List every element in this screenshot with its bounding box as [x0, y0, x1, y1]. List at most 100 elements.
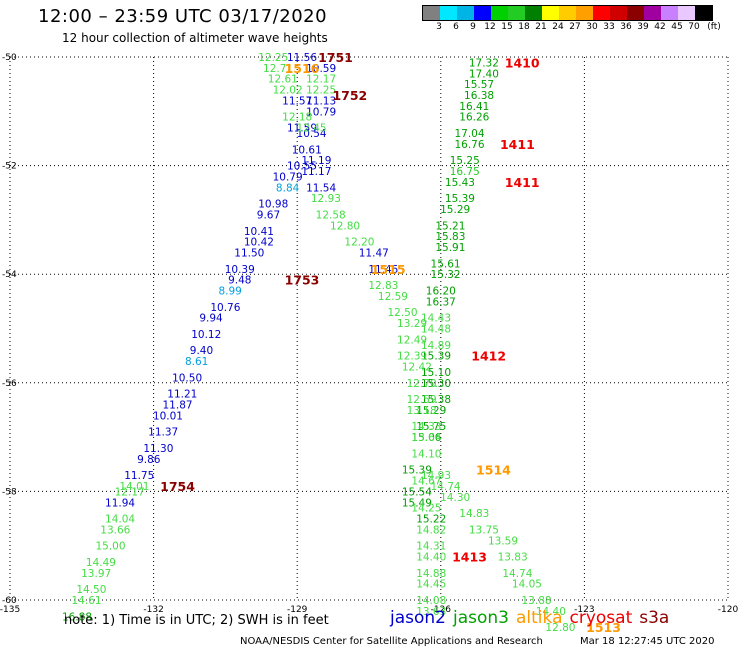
legend-tick-label: 9 — [470, 22, 476, 32]
altika-value: 13.29 — [397, 318, 427, 330]
jason2-value: 11.47 — [359, 247, 389, 259]
footnote: note: 1) Time is in UTC; 2) SWH is in fe… — [64, 613, 329, 628]
altika-value: 12.83 — [368, 280, 398, 292]
legend-tick-label: 24 — [552, 22, 564, 32]
jason3-value: 13.88 — [522, 595, 552, 607]
legend-swatch — [423, 6, 440, 20]
satellite-legend: jason2 jason3 altika cryosat s3a — [390, 608, 676, 628]
legend-tick-label: 12 — [484, 22, 496, 32]
jason3-value: 15.43 — [445, 177, 475, 189]
legend-swatch — [627, 6, 644, 20]
jason2-value: 10.61 — [292, 144, 322, 156]
legend-swatch — [525, 6, 542, 20]
jason2-value: 11.37 — [148, 427, 178, 439]
altika-value: 12.80 — [330, 220, 360, 232]
legend-swatch — [644, 6, 661, 20]
altika-value: 12.17 — [306, 74, 336, 86]
jason3-value: 15.29 — [440, 204, 470, 216]
legend-tick-label: 21 — [535, 22, 547, 32]
lat-label: -58 — [2, 487, 17, 497]
jason3-value: 14.74 — [502, 568, 532, 580]
altika-value: 12.20 — [344, 237, 374, 249]
map-axes: -50 -52 -54 -56 -58 -60-135 -132 -129 -126 -123 -1… — [0, 53, 738, 615]
legend-swatch — [508, 6, 525, 20]
jason3-value: 16.37 — [426, 296, 456, 308]
jason3-value: 15.32 — [431, 269, 461, 281]
jason2-value: 11.75 — [124, 470, 154, 482]
jason3-value: 15.21 — [435, 220, 465, 232]
satellite-jason2: jason2 — [390, 608, 446, 628]
jason2-value: 8.61 — [185, 356, 208, 368]
legend-tick-label: 39 — [637, 22, 649, 32]
jason2-value: 10.79 — [273, 171, 303, 183]
legend-tick-label: 70 — [688, 22, 700, 32]
jason3-value: 13.83 — [498, 552, 528, 564]
pass-number: 1753 — [285, 273, 320, 288]
jason2-value: 10.12 — [191, 329, 221, 341]
lon-label: -123 — [574, 605, 594, 615]
legend-tick-label: 36 — [620, 22, 632, 32]
jason2-value: 10.59 — [306, 63, 336, 75]
legend-swatch — [593, 6, 610, 20]
jason2-value: 10.50 — [172, 372, 202, 384]
jason2-value: 11.94 — [105, 497, 135, 509]
page-title: 12:00 – 23:59 UTC 03/17/2020 — [38, 6, 328, 27]
legend-swatch — [440, 6, 457, 20]
jason2-value: 11.19 — [301, 155, 331, 167]
altika-value: 12.59 — [378, 291, 408, 303]
pass-number: 1752 — [332, 88, 367, 103]
altika-value: 12.39 — [397, 351, 427, 363]
pass-number: 1513 — [586, 620, 621, 635]
lon-label: -126 — [431, 605, 452, 615]
legend-swatch — [576, 6, 593, 20]
jason3-value: 15.91 — [435, 242, 465, 254]
page-subtitle: 12 hour collection of altimeter wave hei… — [62, 31, 328, 45]
jason2-value: 10.79 — [306, 106, 336, 118]
jason2-value: 11.54 — [306, 182, 336, 194]
s3a-value: 13.97 — [81, 568, 111, 580]
lat-label: -52 — [2, 162, 17, 172]
jason3-value: 14.48 — [421, 324, 451, 336]
altika-value: 15.22 — [416, 514, 446, 526]
jason3-value: 14.74 — [431, 481, 461, 493]
jason2-value: 8.99 — [218, 285, 241, 297]
jason3-value: 15.57 — [464, 79, 494, 91]
altika-value: 14.33 — [411, 421, 441, 433]
pass-number: 1514 — [476, 463, 511, 478]
jason2-value: 9.67 — [257, 209, 280, 221]
jason2-value: 9.48 — [228, 275, 251, 287]
satellite-altika: altika — [516, 608, 563, 628]
satellite-s3a: s3a — [639, 608, 670, 628]
altika-value: 12.49 — [397, 334, 427, 346]
pass-number: 1515 — [371, 262, 406, 277]
jason3-value: 17.40 — [469, 68, 499, 80]
jason2-value: 10.41 — [244, 226, 274, 238]
legend-swatch — [542, 6, 559, 20]
jason2-value: 10.98 — [258, 199, 288, 211]
jason3-value: 15.39 — [402, 465, 432, 477]
timestamp: Mar 18 12:27:45 UTC 2020 — [580, 636, 715, 647]
altika-value: 12.70 — [407, 378, 437, 390]
jason3-value: 16.76 — [454, 139, 484, 151]
satellite-jason3: jason3 — [453, 608, 509, 628]
jason2-value: 11.45 — [368, 264, 398, 276]
jason3-value: 15.49 — [402, 497, 432, 509]
s3a-value: 16.88 — [62, 611, 92, 623]
altika-value: 12.25 — [258, 52, 288, 64]
jason2-value: 11.21 — [167, 389, 197, 401]
jason2-value: 10.42 — [244, 237, 274, 249]
jason3-value: 15.30 — [421, 378, 451, 390]
jason3-value: 15.39 — [421, 351, 451, 363]
altika-value: 12.25 — [306, 85, 336, 97]
pass-number: 1754 — [160, 479, 195, 494]
map-grid — [9, 56, 729, 601]
jason2-value: 9.40 — [190, 345, 213, 357]
s3a-value: 15.00 — [95, 541, 125, 553]
jason2-value: 11.13 — [306, 95, 336, 107]
jason3-value: 17.32 — [469, 57, 499, 69]
pass-number: 1516 — [285, 61, 320, 76]
legend-swatch — [678, 6, 695, 20]
legend-tick-label: 15 — [501, 22, 513, 32]
lat-label: -50 — [2, 53, 17, 63]
